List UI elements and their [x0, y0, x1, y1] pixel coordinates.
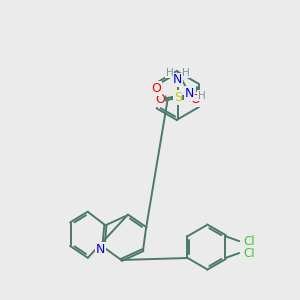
Text: N: N — [173, 73, 182, 86]
Text: N: N — [96, 243, 105, 256]
Text: H: H — [182, 68, 190, 78]
Text: Cl: Cl — [243, 247, 255, 260]
Text: H: H — [166, 68, 174, 78]
Text: O: O — [155, 93, 165, 106]
Text: Cl: Cl — [243, 235, 255, 248]
Text: N: N — [185, 87, 194, 100]
Text: S: S — [174, 91, 182, 104]
Text: O: O — [190, 93, 200, 106]
Text: O: O — [151, 82, 161, 95]
Text: H: H — [198, 91, 206, 100]
